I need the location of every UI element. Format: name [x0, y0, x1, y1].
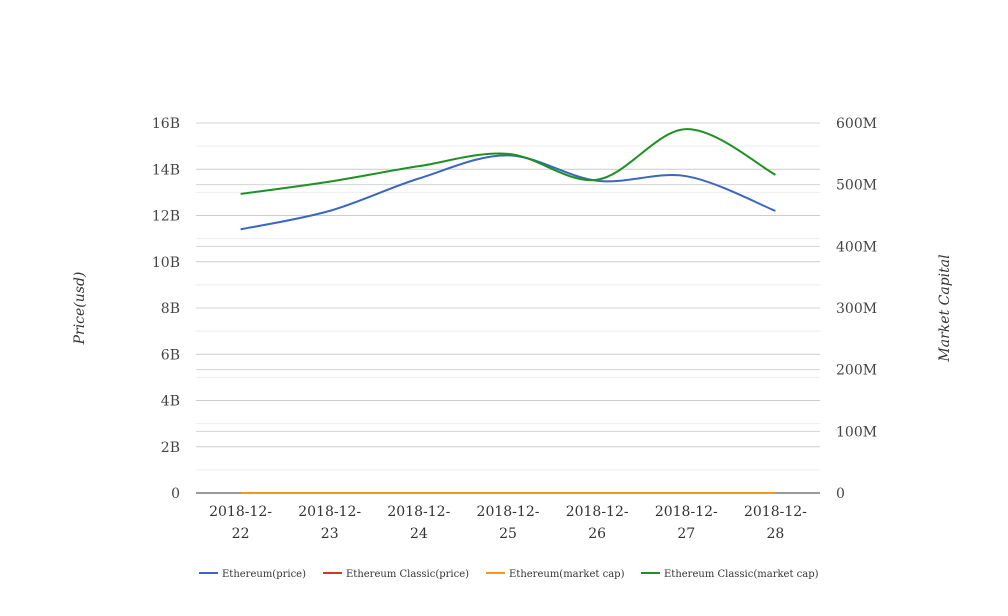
x-tick-label: 2018-12- — [655, 504, 718, 520]
y-tick-label-right: 0 — [836, 486, 845, 502]
x-tick-label: 2018-12- — [566, 504, 629, 520]
series-line-1 — [240, 154, 776, 231]
tick-labels: 0 2B 4B 6B 8B 10B 12B 14B 16B 0 100M 200M 300M 400M 50… — [152, 116, 877, 542]
grid — [196, 122, 820, 471]
legend: Ethereum(price) Ethereum Classic(price) Et… — [199, 569, 819, 580]
x-tick-label: 26 — [588, 526, 606, 542]
y-tick-label-left: 0 — [171, 486, 180, 502]
y-axis-title-left: Price(usd) — [72, 272, 88, 346]
y-tick-label-left: 4B — [161, 394, 180, 410]
x-tick-label: 25 — [499, 526, 517, 542]
y-tick-label-left: 14B — [152, 162, 180, 178]
y-tick-label-right: 500M — [836, 178, 877, 194]
x-tick-label: 2018-12- — [387, 504, 450, 520]
y-axis-title-right: Market Capital — [937, 254, 953, 362]
y-tick-label-left: 8B — [161, 301, 180, 317]
legend-entry: Ethereum(price) — [222, 569, 306, 580]
y-tick-label-right: 300M — [836, 301, 877, 317]
y-tick-label-left: 2B — [161, 440, 180, 456]
x-tick-label: 2018-12- — [298, 504, 361, 520]
legend-entry: Ethereum Classic(price) — [346, 569, 469, 580]
x-tick-label: 22 — [232, 526, 250, 542]
y-tick-label-left: 10B — [152, 255, 180, 271]
y-tick-label-right: 200M — [836, 363, 877, 379]
x-tick-label: 2018-12- — [477, 504, 540, 520]
legend-entry: Ethereum(market cap) — [509, 569, 625, 580]
y-tick-label-right: 600M — [836, 116, 877, 132]
y-tick-label-right: 100M — [836, 424, 877, 440]
x-tick-label: 2018-12- — [209, 504, 272, 520]
series-line-4 — [240, 128, 776, 195]
y-tick-label-right: 400M — [836, 239, 877, 255]
series-lines — [240, 128, 776, 495]
y-tick-label-left: 6B — [161, 347, 180, 363]
x-tick-label: 23 — [321, 526, 339, 542]
y-tick-label-left: 12B — [152, 209, 180, 225]
legend-entry: Ethereum Classic(market cap) — [664, 569, 819, 580]
x-tick-label: 28 — [767, 526, 785, 542]
x-tick-label: 2018-12- — [744, 504, 807, 520]
y-tick-label-left: 16B — [152, 116, 180, 132]
x-tick-label: 27 — [677, 526, 695, 542]
x-tick-label: 24 — [410, 526, 428, 542]
